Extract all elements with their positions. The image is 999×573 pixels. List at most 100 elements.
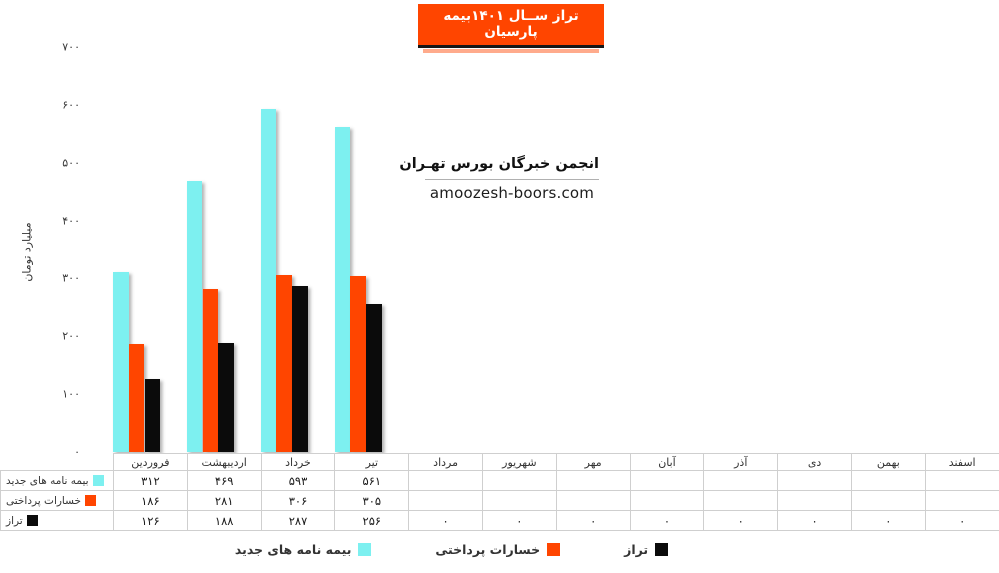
table-month-header: دی [777,453,852,471]
bar-group [925,47,999,452]
table-month-header: آذر [703,453,779,471]
bar-group [186,47,261,452]
table-corner-cell [1,454,114,471]
bar-group [778,47,852,452]
legend-label: خسارات پرداختی [435,542,541,557]
table-month-header: اردیبهشت [186,453,262,471]
table-month-header: خرداد [260,453,336,471]
table-value-cell [703,470,779,491]
table-value-cell [850,470,926,491]
chart-legend: بیمه نامه های جدید خسارات پرداختی تراز [0,542,999,557]
table-value-cell: ۱۲۶ [113,510,188,531]
chart-bar [186,180,203,452]
chart-bar [260,108,277,452]
watermark-url: amoozesh-boors.com [429,184,595,202]
table-series-label: تراز [3,515,111,527]
bar-group [630,47,704,452]
bar-group [704,47,778,452]
table-series-swatch-icon [26,515,38,526]
bar-group [408,47,482,452]
table-series-label-text: خسارات پرداختی [6,494,81,507]
table-series-label-cell: خسارات پرداختی [0,490,114,511]
table-value-cell: ۲۵۶ [334,510,410,531]
table-month-header: فروردین [113,453,188,471]
table-series-label: خسارات پرداختی [3,495,111,507]
table-value-cell: ۰ [481,510,557,531]
chart-title-reflection [423,49,599,53]
table-value-cell [408,470,483,491]
bar-group [851,47,925,452]
data-table: فروردین اردیبهشت خرداد تیر مرداد شهریور مهر آبا… [0,453,999,531]
table-value-cell: ۳۰۵ [334,490,410,511]
legend-item: بیمه نامه های جدید [234,542,372,557]
chart-bar [128,344,145,452]
table-value-cell: ۲۸۱ [186,490,262,511]
y-axis-tick-label: ۳۰۰ [62,271,80,285]
chart-bar [366,303,382,452]
table-month-header: اسفند [924,453,999,471]
table-value-cell [850,490,926,511]
chart-bar [113,271,129,452]
table-series-swatch-icon [85,495,96,506]
legend-item: خسارات پرداختی [435,542,561,557]
table-value-cell: ۴۶۹ [186,470,262,491]
bar-group [113,47,187,452]
table-value-cell [924,490,999,511]
table-value-cell: ۰ [777,510,852,531]
table-month-header: شهریور [481,453,557,471]
table-series-label-text: تراز [6,514,23,527]
table-value-cell: ۰ [703,510,779,531]
table-month-header: مهر [555,453,631,471]
table-value-cell [703,490,779,511]
table-value-cell [481,470,557,491]
legend-label: بیمه نامه های جدید [234,542,352,557]
y-axis-tick-label: ۲۰۰ [62,329,80,343]
chart-bar [334,127,350,452]
table-value-cell [629,470,705,491]
table-header-row: فروردین اردیبهشت خرداد تیر مرداد شهریور مهر آبا… [1,453,999,471]
table-value-cell [555,490,631,511]
table-month-header: بهمن [850,453,926,471]
table-month-header: آبان [629,453,705,471]
legend-label: تراز [624,542,649,557]
legend-item: تراز [624,542,669,557]
table-value-cell: ۵۹۳ [260,470,336,491]
table-value-cell: ۰ [555,510,631,531]
table-row: خسارات پرداختی ۱۸۶ ۲۸۱ ۳۰۶ ۳۰۵ [0,490,999,511]
table-value-cell [777,490,852,511]
table-series-label-text: بیمه نامه های جدید [6,474,89,487]
y-axis-tick-label: ۴۰۰ [62,214,80,228]
y-axis-tick-label: ۰ [74,445,80,459]
table-value-cell: ۳۰۶ [260,490,336,511]
legend-swatch-icon [358,543,372,556]
table-row: تراز ۱۲۶ ۱۸۸ ۲۸۷ ۲۵۶ ۰ ۰ ۰ ۰ ۰ ۰ ۰ ۰ [0,510,999,531]
table-value-cell: ۱۸۸ [186,510,262,531]
chart-bar [144,379,161,452]
bar-group [556,47,630,452]
legend-swatch-icon [547,543,561,556]
legend-swatch-icon [655,543,669,556]
y-axis: ۷۰۰ ۶۰۰ ۵۰۰ ۴۰۰ ۳۰۰ ۲۰۰ ۱۰۰ ۰ [0,41,80,459]
table-value-cell: ۰ [924,510,999,531]
table-series-swatch-icon [92,475,104,486]
table-value-cell: ۳۱۲ [113,470,188,491]
y-axis-tick-label: ۵۰۰ [62,156,80,170]
table-value-cell: ۰ [629,510,705,531]
table-row: بیمه نامه های جدید ۳۱۲ ۴۶۹ ۵۹۳ ۵۶۱ [0,470,999,491]
chart-bar [350,275,366,452]
y-axis-tick-label: ۱۰۰ [62,387,80,401]
chart-bar [202,289,219,452]
chart-bar [292,285,308,452]
y-axis-tick-label: ۶۰۰ [62,98,80,112]
table-value-cell [924,470,999,491]
table-value-cell [777,470,852,491]
table-value-cell [481,490,557,511]
bar-group [482,47,556,452]
table-value-cell: ۰ [850,510,926,531]
chart-title-block: تراز ســال ۱۴۰۱بیمه پارسیان [418,4,604,53]
watermark-title: انجمن خبرگان بورس تهـران [399,156,599,172]
table-series-label-cell: بیمه نامه های جدید [0,470,114,491]
bar-group [334,47,409,452]
table-value-cell: ۱۸۶ [113,490,188,511]
